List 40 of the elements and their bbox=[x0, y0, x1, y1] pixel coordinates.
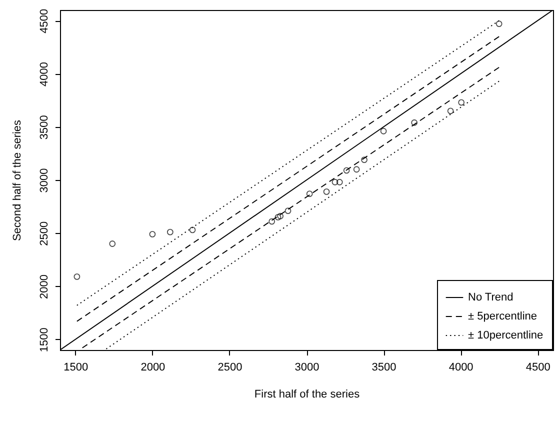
legend-label: ± 10percentline bbox=[468, 330, 544, 342]
legend-label: ± 5percentline bbox=[468, 310, 538, 322]
x-tick-label: 2500 bbox=[218, 362, 242, 374]
x-tick-label: 4000 bbox=[448, 362, 474, 374]
point bbox=[74, 274, 80, 280]
y-tick-label: 3000 bbox=[38, 168, 50, 193]
point bbox=[447, 108, 454, 114]
point bbox=[458, 99, 465, 106]
x-tick-label: 2000 bbox=[140, 362, 166, 374]
point bbox=[284, 208, 292, 214]
point bbox=[343, 167, 350, 174]
point bbox=[268, 218, 276, 225]
x-tick-label: 3000 bbox=[294, 362, 320, 374]
y-axis-title: Second half of the series bbox=[12, 119, 24, 242]
point bbox=[411, 119, 418, 126]
point bbox=[323, 188, 330, 195]
y-tick-label: 2000 bbox=[38, 274, 50, 299]
x-axis-title: First half of the series bbox=[254, 388, 360, 400]
point bbox=[380, 128, 387, 134]
legend-label: No Trend bbox=[468, 292, 514, 304]
point bbox=[496, 20, 502, 27]
x-tick-label: 4500 bbox=[526, 362, 550, 374]
y-tick-label: 4000 bbox=[38, 62, 50, 86]
point bbox=[277, 212, 284, 220]
y-tick-label: 4500 bbox=[38, 8, 50, 34]
point bbox=[149, 231, 156, 238]
y-tick-label: 3500 bbox=[38, 115, 50, 140]
point bbox=[166, 228, 174, 236]
point bbox=[189, 226, 196, 234]
x-tick-label: 3500 bbox=[372, 362, 396, 374]
y-tick-label: 2500 bbox=[38, 221, 50, 246]
point bbox=[336, 178, 343, 186]
point bbox=[332, 178, 338, 186]
y-tick-label: 1500 bbox=[38, 328, 50, 352]
x-tick-label: 1500 bbox=[64, 362, 88, 374]
point bbox=[353, 166, 360, 173]
point bbox=[361, 156, 368, 163]
point bbox=[306, 190, 313, 197]
point bbox=[274, 214, 282, 220]
point bbox=[109, 240, 116, 247]
